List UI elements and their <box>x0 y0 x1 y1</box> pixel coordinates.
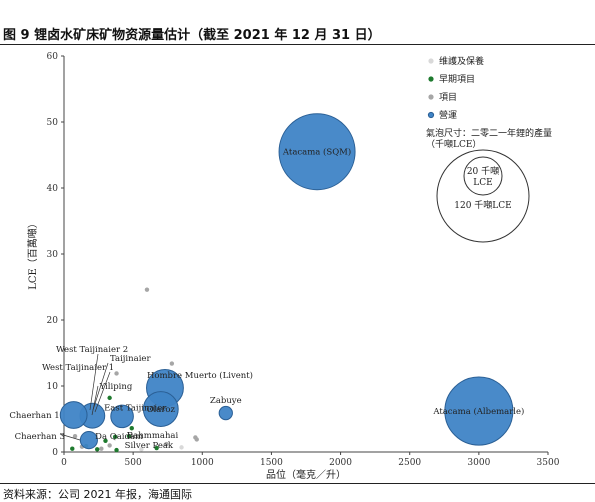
size-ref-small-label: 20 千噸 LCE <box>467 165 499 188</box>
y-tick-label: 60 <box>47 52 59 62</box>
bubble-point <box>218 405 233 421</box>
x-tick-label: 3000 <box>467 458 490 468</box>
figure-header: 图 9 锂卤水矿床矿物资源量估计（截至 2021 年 12 月 31 日） <box>0 0 595 44</box>
annotation-label: Taijinaier <box>110 354 151 364</box>
size-ref-large-circle <box>436 149 530 243</box>
bubble-point <box>59 401 88 429</box>
y-tick-label: 0 <box>52 448 58 458</box>
y-tick-label: 30 <box>47 250 59 260</box>
legend-marker <box>427 111 435 119</box>
bubble-chart: 0 500 1000 1500 2000 2500 3000 3500 0 10 20 30 40 50 6… <box>9 52 560 480</box>
bubble-point <box>72 433 78 439</box>
leader-line <box>91 385 99 416</box>
size-ref-large-label: 120 千噸LCE <box>454 199 511 211</box>
bubble-label: Chaerhan 1 <box>9 411 59 421</box>
y-tick-label: 10 <box>47 382 59 392</box>
leader-line <box>89 353 99 411</box>
legend-marker <box>428 76 434 82</box>
bubble-point <box>107 395 112 401</box>
x-tick-label: 1000 <box>191 458 214 468</box>
bubble-point <box>164 441 169 447</box>
x-axis-title: 品位（毫克／升） <box>266 468 346 480</box>
bubble-point <box>99 446 104 451</box>
legend-label: 營運 <box>439 109 457 121</box>
x-tick-label: 1500 <box>260 458 283 468</box>
bubble-point <box>114 447 119 453</box>
legend-label: 维護及保養 <box>439 55 484 67</box>
bubble-label: Bahmmahai <box>127 431 179 441</box>
legend-label: 項目 <box>439 92 457 103</box>
x-tick-label: 2500 <box>398 458 421 468</box>
figure-title: 图 9 锂卤水矿床矿物资源量估计（截至 2021 年 12 月 31 日） <box>3 28 381 43</box>
annotation-label: West Taijinaier 2 <box>56 345 128 355</box>
bubble-point <box>278 113 356 191</box>
y-tick-label: 40 <box>47 184 59 194</box>
y-tick-label: 20 <box>47 316 59 326</box>
bubble-point <box>194 437 199 442</box>
bubble-point <box>444 376 514 446</box>
bubble-point <box>70 446 75 451</box>
bubble-label: Atacama (Albemarle) <box>432 406 524 417</box>
bubble-point <box>110 404 134 429</box>
leader-line <box>94 371 111 413</box>
y-tick-label: 50 <box>47 118 59 128</box>
bubble-point <box>112 434 118 440</box>
bubble-label: Olaroz <box>147 405 176 415</box>
bubble-point <box>154 445 159 451</box>
footer-rule <box>0 483 595 484</box>
bubble-label: Atacama (SQM) <box>282 147 351 158</box>
bubble-label: Hombre Muerto (Livent) <box>147 370 253 381</box>
bubble-point <box>103 438 108 443</box>
bubble-label: Silver Peak <box>125 441 174 451</box>
legend-marker <box>428 94 434 100</box>
bubble-point <box>139 447 144 452</box>
legend-label: 早期項目 <box>439 74 475 85</box>
bubble-point <box>129 426 134 431</box>
x-tick-label: 2000 <box>329 458 352 468</box>
bubble-point <box>144 287 150 292</box>
bubble-point <box>169 361 175 366</box>
bubble-point <box>126 433 132 439</box>
bubble-label: East Taijinaier <box>104 403 167 413</box>
bubble-point <box>79 431 98 450</box>
source-note: 资料来源：公司 2021 年报，海通国际 <box>3 488 192 501</box>
bubble-point <box>107 443 112 448</box>
size-note-line1: 氣泡尺寸：二零二一年鋰的產量（千噸LCE） <box>426 127 552 150</box>
x-tick-label: 3500 <box>537 458 560 468</box>
leader-line <box>59 433 81 441</box>
header-rule <box>0 44 595 45</box>
legend-marker <box>428 58 434 64</box>
bubble-point <box>179 445 184 450</box>
bubble-point <box>142 391 179 428</box>
bubble-label: Zabuye <box>210 396 242 406</box>
bubble-label: Da Qaidam <box>95 432 143 442</box>
bubble-label: Chaerhan 3 <box>15 432 65 442</box>
leader-line <box>92 362 109 411</box>
bubble-label: Yiliping <box>99 382 133 392</box>
bubble-point <box>114 371 119 376</box>
annotation-label: West Taijinaier 1 <box>42 363 114 373</box>
bubble-point <box>94 447 100 452</box>
y-axis-title: LCE（百萬噸） <box>26 218 39 290</box>
size-ref-small-circle <box>463 156 503 196</box>
x-tick-label: 0 <box>61 458 67 468</box>
x-tick-label: 500 <box>125 458 142 468</box>
